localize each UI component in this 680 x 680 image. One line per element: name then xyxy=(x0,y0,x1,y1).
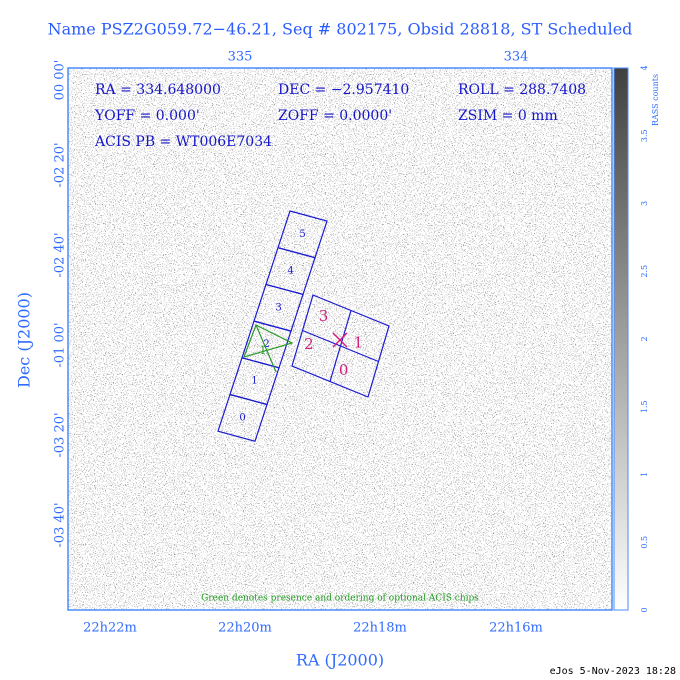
colorbar-tick-label: 4 xyxy=(640,65,649,70)
left-tick-label: -03 20' xyxy=(53,412,68,457)
left-tick-label: -03 40' xyxy=(53,502,68,547)
optional-chip-label: 1 xyxy=(260,344,267,357)
acis-s-chip-label: 1 xyxy=(251,376,257,387)
aimpoint xyxy=(332,332,348,348)
footer: eJos 5-Nov-2023 18:28 xyxy=(550,666,676,677)
acis-i-chip-label: 2 xyxy=(304,335,314,353)
acis-i-chip-label: 1 xyxy=(354,333,364,351)
colorbar-tick-label: 2.5 xyxy=(640,265,649,278)
acis-s-chip xyxy=(217,393,268,442)
acis-i-chip-label: 3 xyxy=(319,307,329,325)
colorbar-label: RASS counts xyxy=(651,74,660,126)
colorbar xyxy=(613,67,629,611)
acis-s-chip-label: 0 xyxy=(239,412,245,423)
plot-frame xyxy=(67,67,613,611)
y-axis-label: Dec (J2000) xyxy=(15,292,34,388)
colorbar-tick-label: 2 xyxy=(640,336,649,341)
left-tick-label: -02 40' xyxy=(53,232,68,277)
acis-s-chip-label: 3 xyxy=(275,302,281,313)
info-text: DEC = −2.957410 xyxy=(278,82,409,98)
colorbar-tick-label: 1.5 xyxy=(640,400,649,413)
colorbar-tick-label: 3.5 xyxy=(640,129,649,142)
info-text: ROLL = 288.7408 xyxy=(458,82,586,98)
optional-chip-edge xyxy=(255,324,277,373)
left-tick-label: -01 00' xyxy=(53,322,68,367)
colorbar-tick-label: 0 xyxy=(640,607,649,612)
bottom-tick-label: 22h16m xyxy=(489,621,543,636)
acis-i-chip-label: 0 xyxy=(339,361,349,379)
title: Name PSZ2G059.72−46.21, Seq # 802175, Ob… xyxy=(48,20,633,39)
acis-s-chip-label: 4 xyxy=(287,266,293,277)
bottom-tick-label: 22h20m xyxy=(218,621,272,636)
info-text: RA = 334.648000 xyxy=(95,82,221,98)
note: Green denotes presence and ordering of o… xyxy=(201,594,479,604)
info-text: ZSIM = 0 mm xyxy=(458,108,558,124)
acis-s-chip-label: 2 xyxy=(263,339,269,350)
info-text: ZOFF = 0.0000' xyxy=(278,108,392,124)
bottom-tick-label: 22h18m xyxy=(353,621,407,636)
acis-i-array xyxy=(291,294,390,398)
info-text: ACIS PB = WT006E7034 xyxy=(94,134,272,150)
left-tick-label: 00 00' xyxy=(53,60,68,101)
acis-s-chip-label: 5 xyxy=(299,229,305,240)
x-axis-label: RA (J2000) xyxy=(296,651,384,670)
top-tick-label: 334 xyxy=(504,50,529,65)
bottom-tick-label: 22h22m xyxy=(83,621,137,636)
colorbar-tick-label: 3 xyxy=(640,201,649,206)
info-text: YOFF = 0.000' xyxy=(94,108,200,124)
left-tick-label: -02 20' xyxy=(53,142,68,187)
acis-i-divider xyxy=(302,329,379,363)
optional-chip xyxy=(243,324,294,358)
colorbar-tick-label: 0.5 xyxy=(640,536,649,549)
colorbar-tick-label: 1 xyxy=(640,472,649,477)
top-tick-label: 335 xyxy=(228,50,253,65)
